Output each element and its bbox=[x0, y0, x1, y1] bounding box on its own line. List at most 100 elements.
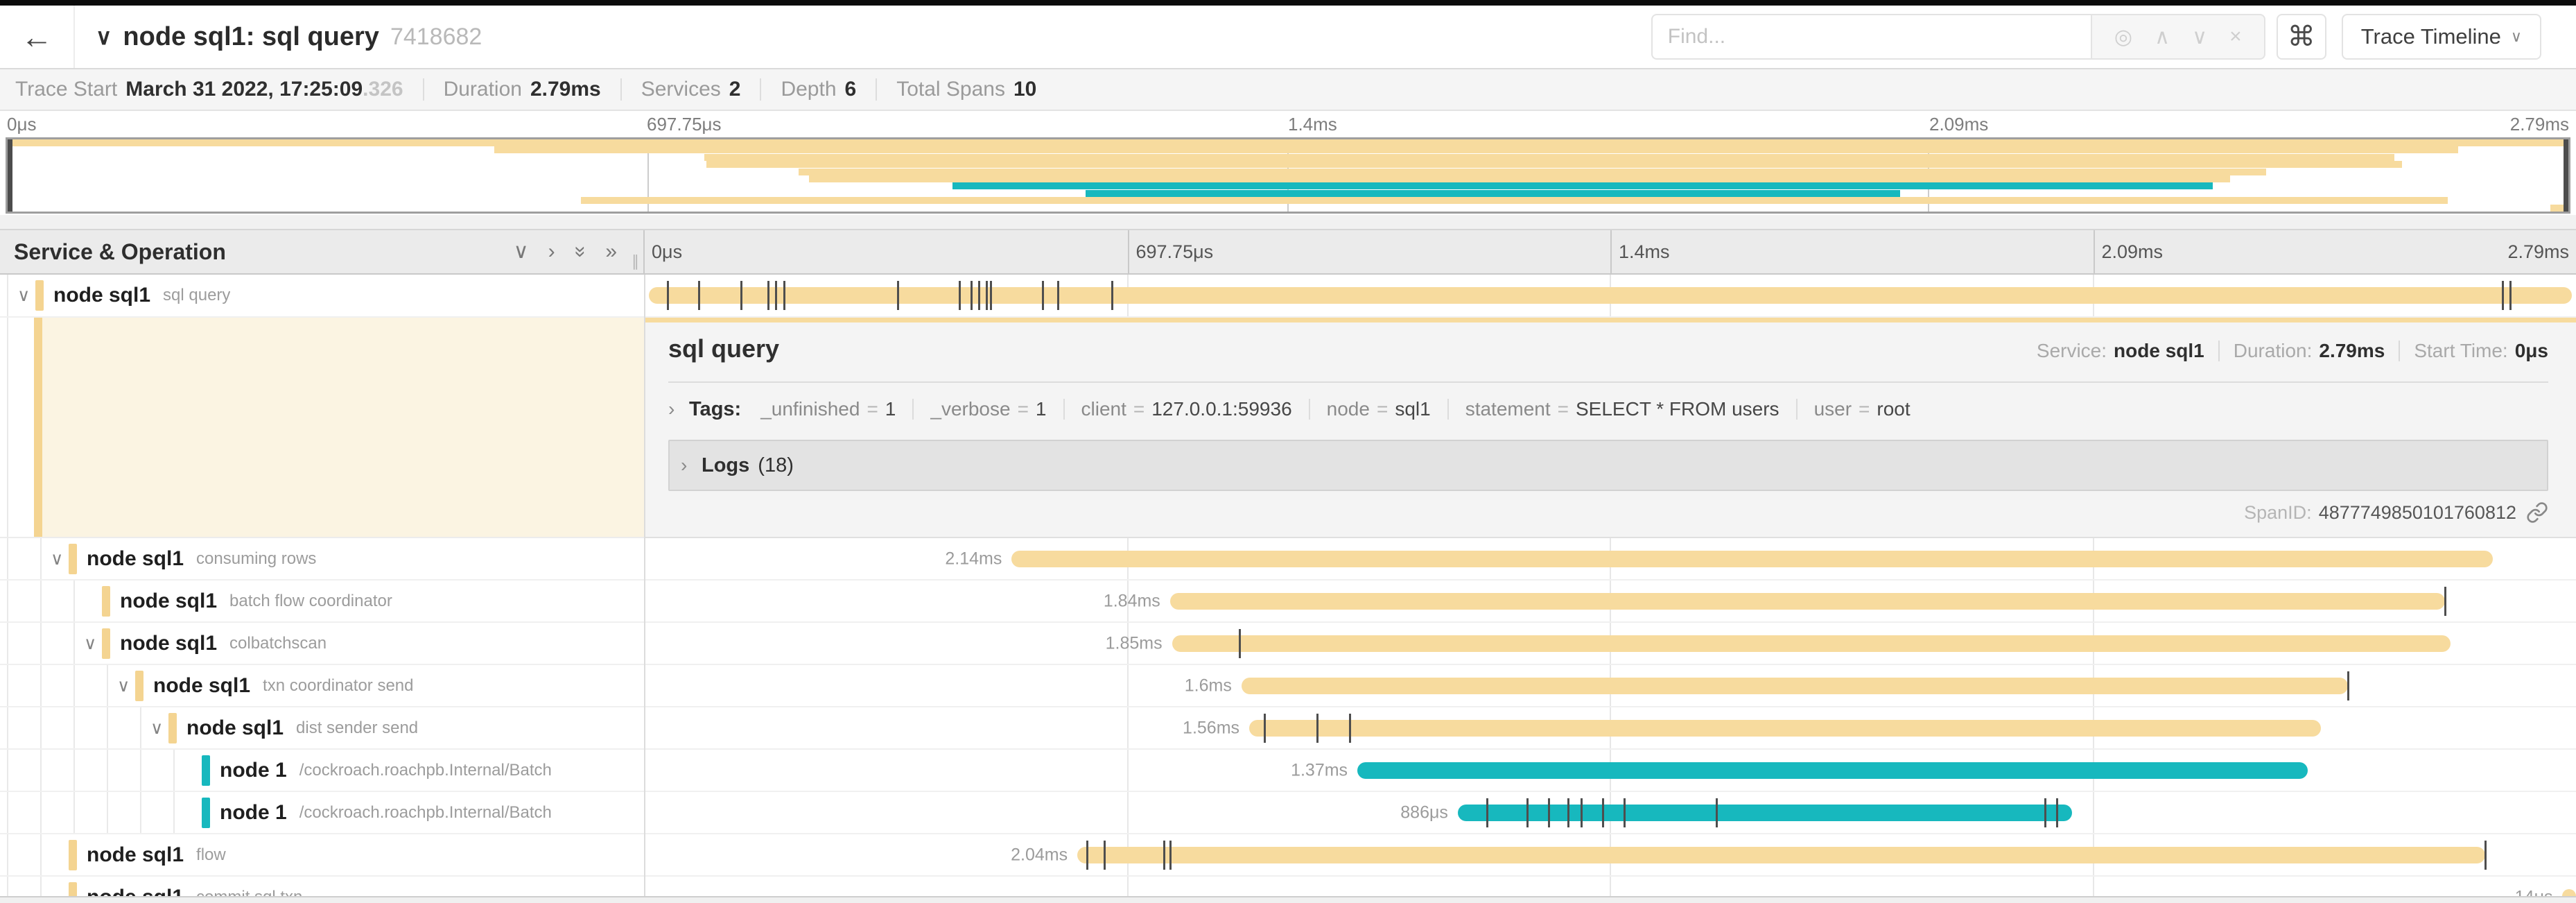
tag-divider bbox=[1063, 399, 1065, 420]
tag-equals: = bbox=[1557, 398, 1569, 420]
span-bar-cell[interactable]: 1.56ms bbox=[645, 707, 2576, 748]
indent-guide bbox=[7, 665, 8, 706]
tags-label[interactable]: Tags: bbox=[689, 397, 742, 420]
tag-key: user bbox=[1813, 398, 1852, 420]
log-marker-tick bbox=[1264, 713, 1267, 743]
back-button[interactable]: ← bbox=[0, 6, 75, 68]
span-row[interactable]: node 1/cockroach.roachpb.Internal/Batch 1… bbox=[0, 750, 2576, 792]
chevron-right-icon[interactable]: › bbox=[681, 454, 688, 476]
minimap-scrubber-left[interactable] bbox=[8, 139, 12, 212]
tags-row[interactable]: › Tags: _unfinished = 1 _verbose = 1 client = 12… bbox=[668, 391, 2548, 427]
collapse-one-icon[interactable]: ∨ bbox=[513, 240, 529, 263]
span-row[interactable]: ∨ node sql1 dist sender send 1.56ms bbox=[0, 707, 2576, 750]
tree-expander-icon[interactable]: ∨ bbox=[150, 718, 164, 738]
minimap-span bbox=[12, 139, 2564, 146]
span-detail-left-cell[interactable] bbox=[0, 318, 645, 538]
span-bar[interactable] bbox=[1241, 677, 2349, 694]
locate-icon[interactable]: ◎ bbox=[2114, 25, 2132, 49]
span-tree-cell[interactable]: ∨ node sql1 dist sender send bbox=[0, 707, 645, 748]
meta-value: node sql1 bbox=[2114, 340, 2204, 361]
tree-expander-icon[interactable]: ∨ bbox=[51, 549, 64, 569]
info-divider bbox=[422, 78, 424, 101]
tag-value: root bbox=[1877, 398, 1911, 420]
span-row[interactable]: node sql1 batch flow coordinator 1.84ms bbox=[0, 580, 2576, 623]
span-bar-cell[interactable]: 2.04ms bbox=[645, 834, 2576, 875]
span-bar-cell[interactable] bbox=[645, 275, 2576, 316]
trace-title-group[interactable]: ∨ node sql1: sql query 7418682 bbox=[96, 22, 1651, 52]
span-bar[interactable] bbox=[1457, 804, 2072, 821]
span-bar-cell[interactable]: 1.37ms bbox=[645, 750, 2576, 791]
prev-match-icon[interactable]: ∧ bbox=[2155, 25, 2170, 49]
minimap-canvas[interactable] bbox=[6, 137, 2570, 214]
tag-divider bbox=[1795, 399, 1798, 420]
spanid-row: SpanID: 4877749850101760812 bbox=[668, 501, 2548, 524]
minimap-tick-label: 1.4ms bbox=[1288, 114, 1337, 135]
deep-link-icon[interactable] bbox=[2526, 501, 2548, 524]
trace-rows-area: ∨ node sql1 sql query sql query Service: no… bbox=[0, 275, 2576, 903]
minimap-span bbox=[704, 153, 2394, 161]
span-row[interactable]: ∨ node sql1 txn coordinator send 1.6ms bbox=[0, 665, 2576, 707]
span-row[interactable]: node 1/cockroach.roachpb.Internal/Batch 8… bbox=[0, 792, 2576, 834]
span-bar-cell[interactable]: 2.14ms bbox=[645, 538, 2576, 579]
chevron-down-icon[interactable]: ∨ bbox=[96, 24, 112, 49]
tag-equals: = bbox=[1133, 398, 1145, 420]
span-row[interactable]: ∨ node sql1 sql query bbox=[0, 275, 2576, 318]
span-bar[interactable] bbox=[1357, 762, 2308, 779]
tree-expander-icon[interactable]: ∨ bbox=[84, 633, 97, 653]
collapse-all-icon[interactable]: » bbox=[568, 246, 592, 258]
span-bar[interactable] bbox=[1249, 719, 2322, 737]
service-operation-header: Service & Operation ∨ › » » ∥ bbox=[0, 230, 645, 273]
span-row[interactable]: ∨ node sql1 colbatchscan 1.85ms bbox=[0, 623, 2576, 665]
trace-view-selector[interactable]: Trace Timeline ∨ bbox=[2341, 14, 2541, 60]
span-tree-cell[interactable]: node 1/cockroach.roachpb.Internal/Batch bbox=[0, 750, 645, 791]
span-bar[interactable] bbox=[1077, 846, 2486, 863]
column-resize-grip[interactable]: ∥ bbox=[632, 252, 639, 270]
service-name: node sql1 bbox=[87, 843, 184, 866]
tree-expander-icon[interactable]: ∨ bbox=[117, 676, 130, 696]
log-marker-tick bbox=[1316, 713, 1319, 743]
keyboard-shortcuts-button[interactable]: ⌘ bbox=[2276, 14, 2326, 60]
span-duration-label: 886μs bbox=[1400, 802, 1448, 822]
spanid-label: SpanID: bbox=[2244, 501, 2312, 523]
logs-section[interactable]: › Logs (18) bbox=[668, 440, 2548, 491]
span-tree-cell[interactable]: node sql1 batch flow coordinator bbox=[0, 580, 645, 621]
span-tree-cell[interactable]: ∨ node sql1 consuming rows bbox=[0, 538, 645, 579]
span-bar[interactable] bbox=[1169, 592, 2445, 610]
detail-left-highlight bbox=[42, 318, 645, 537]
expand-all-icon[interactable]: » bbox=[605, 240, 617, 263]
expand-one-icon[interactable]: › bbox=[548, 240, 555, 263]
trace-info-item: Total Spans 10 bbox=[896, 78, 1036, 101]
tree-expander-icon[interactable]: ∨ bbox=[17, 286, 31, 305]
minimap-span bbox=[706, 161, 2402, 169]
span-tree-cell[interactable]: ∨ node sql1 colbatchscan bbox=[0, 623, 645, 664]
chevron-right-icon[interactable]: › bbox=[668, 398, 675, 420]
span-bar-cell[interactable]: 1.85ms bbox=[645, 623, 2576, 664]
timeline-gridline bbox=[1126, 275, 1129, 903]
indent-guide bbox=[140, 792, 141, 833]
tag-value: SELECT * FROM users bbox=[1576, 398, 1779, 420]
span-bar[interactable] bbox=[1011, 550, 2494, 567]
span-row[interactable]: node sql1 flow 2.04ms bbox=[0, 834, 2576, 877]
clear-search-icon[interactable]: × bbox=[2229, 25, 2242, 48]
span-bar[interactable] bbox=[648, 287, 2573, 304]
span-tree-cell[interactable]: node sql1 flow bbox=[0, 834, 645, 875]
span-tree-cell[interactable]: ∨ node sql1 txn coordinator send bbox=[0, 665, 645, 706]
span-tree-cell[interactable]: node 1/cockroach.roachpb.Internal/Batch bbox=[0, 792, 645, 833]
indent-guide bbox=[73, 580, 75, 621]
panel-divider[interactable] bbox=[644, 275, 645, 903]
span-color-accent bbox=[102, 585, 110, 617]
meta-label: Start Time: bbox=[2414, 340, 2508, 361]
search-input[interactable] bbox=[1651, 14, 2091, 60]
span-bar[interactable] bbox=[1172, 635, 2451, 652]
indent-guide bbox=[173, 792, 175, 833]
span-bar-cell[interactable]: 1.6ms bbox=[645, 665, 2576, 706]
span-bar-cell[interactable]: 1.84ms bbox=[645, 580, 2576, 621]
service-name: node sql1 bbox=[53, 284, 151, 307]
span-row[interactable]: ∨ node sql1 consuming rows 2.14ms bbox=[0, 538, 2576, 580]
span-tree-cell[interactable]: ∨ node sql1 sql query bbox=[0, 275, 645, 316]
next-match-icon[interactable]: ∨ bbox=[2192, 25, 2208, 49]
span-bar-cell[interactable]: 886μs bbox=[645, 792, 2576, 833]
detail-span-title: sql query bbox=[668, 334, 780, 363]
minimap-scrubber-right[interactable] bbox=[2564, 139, 2568, 212]
find-box: ◎ ∧ ∨ × bbox=[1651, 14, 2265, 60]
